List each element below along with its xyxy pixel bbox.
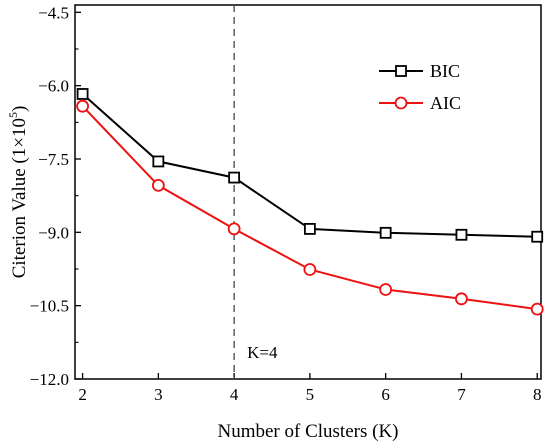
point-bic bbox=[303, 223, 316, 235]
point-bic bbox=[531, 230, 544, 243]
y-tick-label: −9.0 bbox=[38, 223, 69, 242]
point-aic bbox=[455, 292, 468, 306]
legend: BIC AIC bbox=[379, 61, 461, 113]
ticks: 2 3 4 5 6 7 8 −12.0 −10.5 −9.0 −7.5 −6.0 −4.5 bbox=[30, 3, 542, 404]
y-tick-label: −6.0 bbox=[38, 77, 69, 96]
series-line-aic bbox=[81, 105, 538, 311]
point-aic bbox=[227, 222, 241, 236]
x-axis-title: Number of Clusters (K) bbox=[218, 421, 399, 442]
series-group bbox=[76, 88, 544, 316]
y-axis-title-close: ) bbox=[9, 106, 30, 112]
vline-group: K=4 bbox=[233, 5, 278, 379]
vline-label: K=4 bbox=[247, 343, 278, 362]
plot-frame bbox=[74, 4, 542, 380]
point-aic bbox=[303, 263, 317, 276]
point-bic bbox=[228, 171, 241, 184]
y-tick-label: −7.5 bbox=[38, 150, 69, 169]
x-tick-label: 3 bbox=[154, 385, 163, 404]
x-tick-label: 7 bbox=[457, 385, 466, 404]
point-bic bbox=[76, 88, 89, 100]
legend-marker-aic bbox=[394, 96, 408, 110]
series-line-bic bbox=[81, 93, 538, 238]
point-aic bbox=[530, 302, 544, 316]
y-tick-label: −4.5 bbox=[38, 3, 69, 22]
x-tick-label: 5 bbox=[306, 385, 315, 404]
y-tick-label: −12.0 bbox=[30, 370, 69, 389]
point-bic bbox=[152, 155, 165, 168]
y-tick-label: −10.5 bbox=[30, 297, 69, 316]
point-aic bbox=[151, 178, 165, 192]
point-aic bbox=[76, 99, 89, 113]
legend-label-aic: AIC bbox=[430, 93, 461, 113]
point-bic bbox=[379, 226, 392, 239]
legend-label-bic: BIC bbox=[430, 61, 460, 81]
x-tick-label: 6 bbox=[381, 385, 390, 404]
x-tick-label: 2 bbox=[78, 385, 87, 404]
y-axis-title-main: Citerion Value (1×10 bbox=[9, 118, 30, 278]
y-axis-title: Citerion Value (1×105) bbox=[6, 106, 30, 279]
legend-marker-bic bbox=[395, 65, 407, 77]
x-tick-label: 8 bbox=[533, 385, 542, 404]
point-bic bbox=[455, 228, 468, 241]
y-axis-title-exponent: 5 bbox=[6, 112, 20, 118]
point-aic bbox=[379, 283, 393, 296]
x-tick-label: 4 bbox=[230, 385, 239, 404]
